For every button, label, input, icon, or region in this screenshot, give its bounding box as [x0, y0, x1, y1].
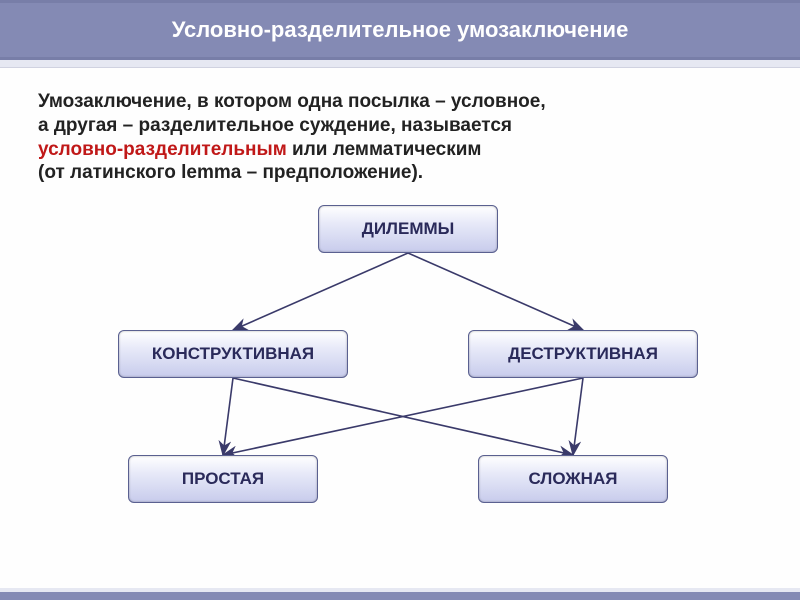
edge-destr-complex: [573, 378, 583, 455]
def-line2: а другая – разделительное суждение, назы…: [38, 115, 512, 136]
node-constr: КОНСТРУКТИВНАЯ: [118, 330, 348, 378]
node-root: ДИЛЕММЫ: [318, 205, 498, 253]
footer-band: [0, 588, 800, 600]
edge-root-constr: [233, 253, 408, 330]
edge-root-destr: [408, 253, 583, 330]
node-destr: ДЕСТРУКТИВНАЯ: [468, 330, 698, 378]
edge-constr-complex: [233, 378, 573, 455]
band-separator: [0, 60, 800, 68]
slide-content: Умозаключение, в котором одна посылка – …: [0, 68, 800, 525]
slide-title: Условно-разделительное умозаключение: [0, 0, 800, 60]
node-complex: СЛОЖНАЯ: [478, 455, 668, 503]
def-line1: Умозаключение, в котором одна посылка – …: [38, 91, 546, 112]
def-line3b: или лемматическим: [287, 139, 482, 160]
edge-constr-simple: [223, 378, 233, 455]
definition-text: Умозаключение, в котором одна посылка – …: [38, 90, 762, 185]
def-line4: (от латинского lemma – предположение).: [38, 162, 423, 183]
node-simple: ПРОСТАЯ: [128, 455, 318, 503]
dilemma-tree: ДИЛЕММЫ КОНСТРУКТИВНАЯ ДЕСТРУКТИВНАЯ ПРОСТА…: [38, 195, 762, 525]
def-highlight: условно-разделительным: [38, 139, 287, 160]
edge-destr-simple: [223, 378, 583, 455]
